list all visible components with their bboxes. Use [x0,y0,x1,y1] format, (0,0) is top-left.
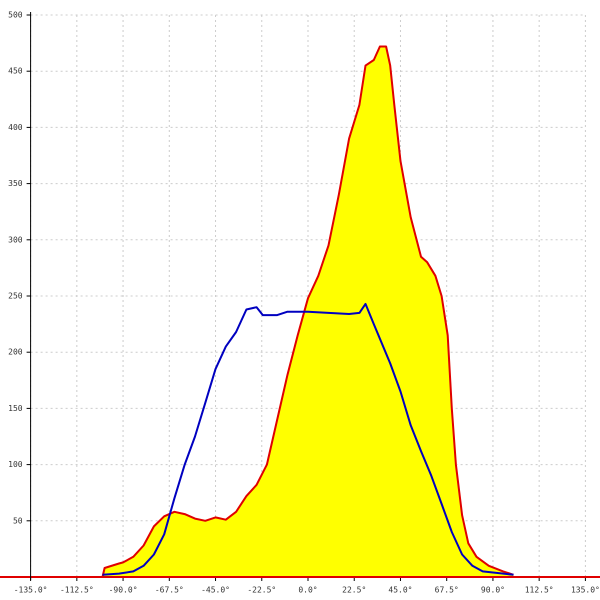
x-tick-label: -90.0° [109,586,138,595]
x-tick-label: -112.5° [60,586,94,595]
x-tick-label: -67.5° [155,586,184,595]
y-tick-label: 400 [8,123,23,132]
y-tick-label: 450 [8,67,23,76]
x-tick-label: 0.0° [298,586,317,595]
x-tick-label: 112.5° [525,586,554,595]
y-tick-label: 500 [8,11,23,20]
y-tick-label: 150 [8,404,23,413]
y-tick-label: 100 [8,460,23,469]
x-tick-label: -22.5° [247,586,276,595]
x-tick-label: 22.5° [342,586,366,595]
y-tick-label: 200 [8,348,23,357]
x-tick-label: 90.0° [481,586,505,595]
y-tick-label: 350 [8,179,23,188]
y-tick-label: 250 [8,292,23,301]
x-tick-label: 67.5° [435,586,459,595]
x-tick-label: 135.0° [571,586,600,595]
line [101,45,514,578]
y-tick-label: 50 [13,516,23,525]
x-tick-label: 45.0° [388,586,412,595]
y-tick-label: 300 [8,235,23,244]
line [102,302,514,576]
x-tick-label: -45.0° [201,586,230,595]
x-tick-label: -135.0° [14,586,48,595]
